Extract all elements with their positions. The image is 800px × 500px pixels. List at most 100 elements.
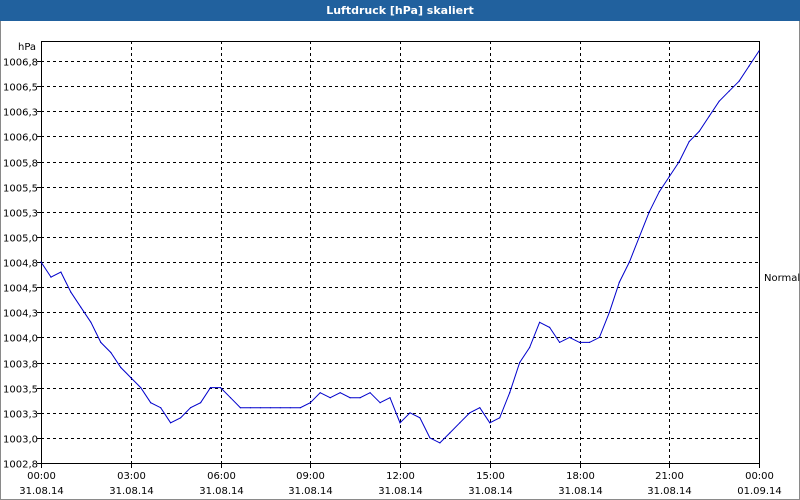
data-point (269, 407, 271, 409)
data-point (678, 161, 680, 163)
data-point (150, 402, 152, 404)
series-layer (40, 50, 760, 444)
x-tick-date-label: 31.08.14 (19, 486, 64, 497)
x-tick-time-label: 15:00 (476, 471, 505, 482)
data-point (539, 321, 541, 323)
data-point (578, 341, 581, 343)
data-point (489, 422, 491, 424)
y-tick-label: 1005,8 (3, 159, 38, 170)
y-tick-label: 1002,8 (3, 460, 38, 471)
y-tick-label: 1003,5 (3, 385, 38, 396)
data-point (588, 341, 591, 343)
y-tick-label: 1006,3 (3, 108, 38, 119)
data-point (299, 407, 301, 409)
data-point (748, 65, 750, 67)
data-point (359, 397, 361, 399)
data-point (648, 211, 650, 213)
data-point (369, 392, 371, 394)
data-point (209, 387, 212, 389)
data-point (559, 341, 561, 343)
data-point (708, 115, 710, 117)
data-point (688, 140, 690, 143)
data-point (668, 176, 670, 178)
data-point (160, 407, 162, 409)
data-point (100, 341, 102, 343)
data-point (399, 422, 401, 424)
data-point (519, 361, 521, 364)
data-point (180, 417, 182, 419)
y-tick-label: 1003,3 (3, 410, 38, 421)
chart-title: Luftdruck [hPa] skaliert (326, 4, 474, 17)
data-point (130, 377, 132, 379)
data-point (50, 276, 52, 278)
data-point (549, 326, 551, 328)
normal-reference-label: Normal (764, 273, 800, 284)
x-tick-date-label: 31.08.14 (468, 486, 513, 497)
x-tick-date-label: 31.08.14 (288, 486, 333, 497)
data-point (349, 397, 351, 399)
data-point (60, 271, 62, 273)
x-tick-date-label: 31.08.14 (558, 486, 603, 497)
data-point (259, 407, 261, 409)
y-tick-label: 1006,0 (3, 133, 38, 144)
data-point (638, 236, 640, 238)
data-point (200, 402, 202, 404)
data-point (80, 306, 82, 308)
x-tick-labels: 00:00 31.08.14 03:00 31.08.14 06:00 31.08.14 0… (19, 471, 782, 497)
data-point (90, 321, 92, 323)
data-point (389, 397, 391, 399)
data-point (499, 417, 501, 419)
data-point (339, 392, 341, 394)
data-point (120, 366, 122, 369)
data-point (449, 432, 451, 434)
y-tick-label: 1006,8 (3, 58, 38, 69)
y-tick-label: 1004,5 (3, 284, 38, 295)
x-tick-date-label: 01.09.14 (737, 486, 782, 497)
x-tick-date-label: 31.08.14 (378, 486, 423, 497)
data-point (479, 407, 481, 409)
x-tick-time-label: 18:00 (566, 471, 595, 482)
x-tick-date-label: 31.08.14 (109, 486, 154, 497)
data-point (40, 261, 42, 263)
data-point (628, 261, 631, 263)
data-point (738, 80, 740, 82)
data-point (618, 281, 621, 283)
data-point (70, 291, 72, 293)
y-tick-label: 1004,0 (3, 334, 38, 345)
data-point (658, 191, 660, 193)
axes (37, 41, 760, 468)
x-tick-time-label: 12:00 (386, 471, 415, 482)
y-tick-label: 1006,5 (3, 83, 38, 94)
data-point (140, 387, 142, 389)
x-tick-time-label: 03:00 (117, 471, 146, 482)
x-tick-time-label: 21:00 (655, 471, 684, 482)
data-point (329, 397, 331, 399)
x-tick-time-label: 09:00 (296, 471, 325, 482)
y-tick-labels: 1002,8 1003,0 1003,3 1003,5 1003,8 1004,0 1004… (3, 58, 38, 471)
data-point (289, 407, 291, 409)
data-point (469, 412, 471, 414)
x-tick-date-label: 31.08.14 (647, 486, 692, 497)
y-tick-label: 1004,8 (3, 259, 38, 270)
data-point (229, 397, 232, 399)
data-point (718, 100, 720, 102)
data-point (279, 407, 281, 409)
y-tick-label: 1005,3 (3, 209, 38, 220)
data-point (758, 50, 760, 52)
data-point (190, 407, 192, 409)
data-point (419, 417, 421, 419)
data-point (608, 311, 611, 313)
data-point (568, 336, 571, 338)
x-tick-time-label: 00:00 (745, 471, 774, 482)
x-tick-date-label: 31.08.14 (199, 486, 244, 497)
data-point (598, 336, 601, 338)
data-point (319, 392, 321, 394)
data-point (170, 422, 172, 424)
data-point (439, 442, 441, 444)
chart-title-bar: Luftdruck [hPa] skaliert (0, 0, 800, 21)
y-axis-unit-label: hPa (18, 42, 36, 53)
data-point (219, 387, 222, 389)
y-tick-label: 1004,3 (3, 309, 38, 320)
data-point (429, 437, 431, 439)
